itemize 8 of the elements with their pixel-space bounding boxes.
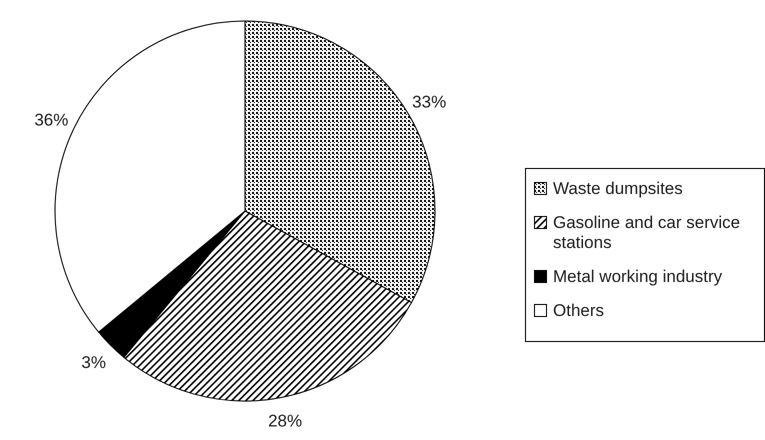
data-label: 3% xyxy=(81,352,106,372)
legend-label: Waste dumpsites xyxy=(553,179,683,199)
data-label: 33% xyxy=(412,92,446,112)
data-label: 28% xyxy=(268,412,302,431)
legend-label: Gasoline and car service stations xyxy=(553,213,742,253)
data-label: 36% xyxy=(34,110,68,130)
legend-label: Others xyxy=(553,301,604,321)
legend-label: Metal working industry xyxy=(553,267,722,287)
